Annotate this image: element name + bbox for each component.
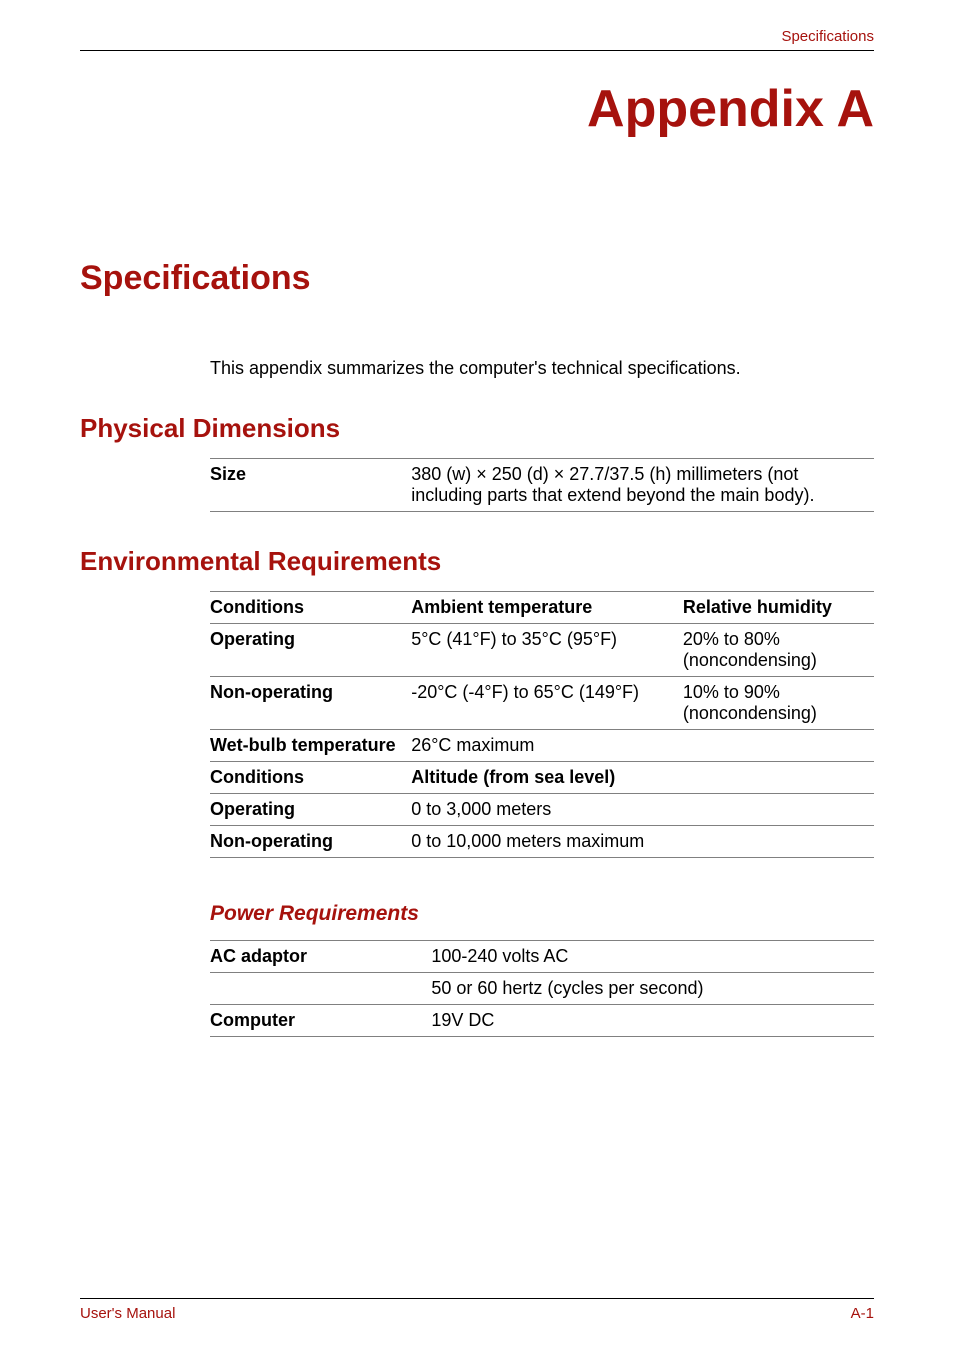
cell: [683, 794, 874, 826]
cell: [683, 730, 874, 762]
cell: [210, 973, 431, 1005]
environmental-requirements-table: Conditions Ambient temperature Relative …: [210, 591, 874, 858]
cell: 5°C (41°F) to 35°C (95°F): [411, 624, 683, 677]
table-row: Computer 19V DC: [210, 1005, 874, 1037]
table-row: AC adaptor 100-240 volts AC: [210, 941, 874, 973]
cell: 0 to 3,000 meters: [411, 794, 683, 826]
cell: Ambient temperature: [411, 592, 683, 624]
physical-dimensions-heading: Physical Dimensions: [80, 413, 874, 444]
cell: 26°C maximum: [411, 730, 683, 762]
cell: 20% to 80% (noncondensing): [683, 624, 874, 677]
footer-right: A-1: [851, 1305, 874, 1322]
cell: Operating: [210, 624, 411, 677]
cell: Conditions: [210, 762, 411, 794]
table-row: Non-operating 0 to 10,000 meters maximum: [210, 826, 874, 858]
table-row: Operating 5°C (41°F) to 35°C (95°F) 20% …: [210, 624, 874, 677]
page-title: Specifications: [80, 259, 874, 298]
table-row: Conditions Altitude (from sea level): [210, 762, 874, 794]
cell: Wet-bulb temperature: [210, 730, 411, 762]
cell: [683, 826, 874, 858]
header-section-label: Specifications: [781, 28, 874, 45]
cell: Operating: [210, 794, 411, 826]
cell: Altitude (from sea level): [411, 762, 683, 794]
page-header: Specifications: [80, 28, 874, 51]
table-row: Size 380 (w) × 250 (d) × 27.7/37.5 (h) m…: [210, 459, 874, 512]
intro-paragraph: This appendix summarizes the computer's …: [210, 358, 874, 379]
power-requirements-heading: Power Requirements: [210, 902, 874, 926]
table-row: Wet-bulb temperature 26°C maximum: [210, 730, 874, 762]
table-row: Operating 0 to 3,000 meters: [210, 794, 874, 826]
cell: Conditions: [210, 592, 411, 624]
cell: 100-240 volts AC: [431, 941, 874, 973]
cell: 50 or 60 hertz (cycles per second): [431, 973, 874, 1005]
cell: Relative humidity: [683, 592, 874, 624]
cell: 10% to 90% (noncondensing): [683, 677, 874, 730]
cell: 19V DC: [431, 1005, 874, 1037]
cell-value: 380 (w) × 250 (d) × 27.7/37.5 (h) millim…: [411, 459, 874, 512]
table-row: Conditions Ambient temperature Relative …: [210, 592, 874, 624]
page-footer: User's Manual A-1: [80, 1298, 874, 1352]
cell: Non-operating: [210, 826, 411, 858]
physical-dimensions-table: Size 380 (w) × 250 (d) × 27.7/37.5 (h) m…: [210, 458, 874, 512]
environmental-requirements-heading: Environmental Requirements: [80, 546, 874, 577]
cell-label: Size: [210, 459, 411, 512]
appendix-title: Appendix A: [80, 79, 874, 139]
footer-left: User's Manual: [80, 1305, 175, 1322]
cell: Non-operating: [210, 677, 411, 730]
cell: 0 to 10,000 meters maximum: [411, 826, 683, 858]
cell: Computer: [210, 1005, 431, 1037]
cell: AC adaptor: [210, 941, 431, 973]
table-row: 50 or 60 hertz (cycles per second): [210, 973, 874, 1005]
cell: -20°C (-4°F) to 65°C (149°F): [411, 677, 683, 730]
table-row: Non-operating -20°C (-4°F) to 65°C (149°…: [210, 677, 874, 730]
cell: [683, 762, 874, 794]
power-requirements-table: AC adaptor 100-240 volts AC 50 or 60 her…: [210, 940, 874, 1037]
